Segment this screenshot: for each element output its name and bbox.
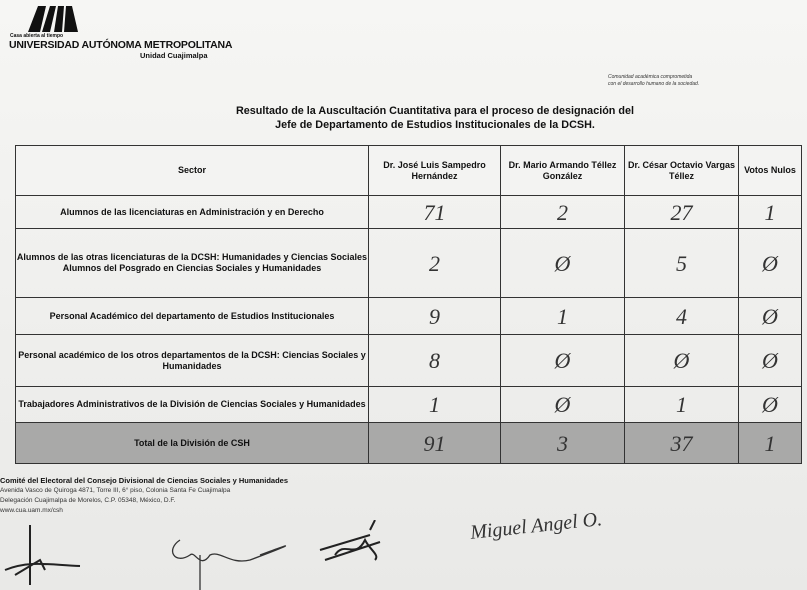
vote-count-cell: 1 bbox=[624, 386, 739, 423]
signatures-drawn bbox=[4, 520, 381, 590]
uam-logo bbox=[28, 6, 78, 32]
header-candidate-1: Dr. José Luis Sampedro Hernández bbox=[368, 145, 501, 196]
motto: Casa abierta al tiempo bbox=[10, 33, 64, 39]
signature-2 bbox=[171, 539, 286, 590]
footer: Comité del Electoral del Consejo Divisio… bbox=[0, 476, 288, 516]
table-row: Personal Académico del departamento de E… bbox=[15, 297, 802, 335]
signature-1 bbox=[4, 525, 81, 585]
total-row: Total de la División de CSH 91 3 37 1 bbox=[15, 422, 802, 464]
table-row: Personal académico de los otros departam… bbox=[15, 334, 802, 387]
vote-count-cell: 1 bbox=[738, 195, 802, 229]
vote-count-cell: 5 bbox=[624, 228, 739, 298]
results-table: Sector Dr. José Luis Sampedro Hernández … bbox=[15, 145, 802, 464]
vote-count-cell: 9 bbox=[368, 297, 501, 335]
vote-count-cell: 2 bbox=[368, 228, 501, 298]
vote-count-cell: Ø bbox=[624, 334, 739, 387]
table-row: Alumnos de las licenciaturas en Administ… bbox=[15, 195, 802, 229]
vote-count-cell: 4 bbox=[624, 297, 739, 335]
vote-count-cell: Ø bbox=[500, 228, 625, 298]
table-row: Trabajadores Administrativos de la Divis… bbox=[15, 386, 802, 423]
address-line: Avenida Vasco de Quiroga 4871, Torre III… bbox=[0, 487, 231, 494]
slogan-line: con el desarrollo humano de la sociedad. bbox=[608, 81, 700, 87]
total-count-cell: 37 bbox=[624, 422, 739, 464]
header-candidate-3: Dr. César Octavio Vargas Téllez bbox=[624, 145, 739, 196]
unit-name: Unidad Cuajimalpa bbox=[140, 51, 208, 60]
header-candidate-2: Dr. Mario Armando Téllez González bbox=[500, 145, 625, 196]
table-row: Alumnos de las otras licenciaturas de la… bbox=[15, 228, 802, 298]
signature-3 bbox=[319, 520, 381, 561]
total-count-cell: 3 bbox=[500, 422, 625, 464]
university-name: UNIVERSIDAD AUTÓNOMA METROPOLITANA bbox=[9, 39, 233, 51]
address-line: Delegación Cuajimalpa de Morelos, C.P. 0… bbox=[0, 497, 176, 504]
signature-4: Miguel Angel O. bbox=[469, 508, 604, 544]
vote-count-cell: 2 bbox=[500, 195, 625, 229]
slogan-line: Comunidad académica comprometida bbox=[608, 74, 693, 80]
sector-cell: Alumnos de las otras licenciaturas de la… bbox=[15, 228, 369, 298]
slogan: Comunidad académica comprometida con el d… bbox=[608, 74, 699, 88]
sector-cell: Personal académico de los otros departam… bbox=[15, 334, 369, 387]
vote-count-cell: 1 bbox=[368, 386, 501, 423]
vote-count-cell: 8 bbox=[368, 334, 501, 387]
total-count-cell: 91 bbox=[368, 422, 501, 464]
vote-count-cell: 1 bbox=[500, 297, 625, 335]
sector-cell: Alumnos de las licenciaturas en Administ… bbox=[15, 195, 369, 229]
committee: Comité del Electoral del Consejo Divisio… bbox=[0, 476, 289, 485]
total-count-cell: 1 bbox=[738, 422, 802, 464]
vote-count-cell: Ø bbox=[738, 297, 802, 335]
vote-count-cell: Ø bbox=[738, 386, 802, 423]
table-header: Sector Dr. José Luis Sampedro Hernández … bbox=[15, 145, 802, 196]
total-label: Total de la División de CSH bbox=[15, 422, 369, 464]
vote-count-cell: 27 bbox=[624, 195, 739, 229]
vote-count-cell: 71 bbox=[368, 195, 501, 229]
document-title: Resultado de la Auscultación Cuantitativ… bbox=[140, 104, 730, 132]
sector-cell: Personal Académico del departamento de E… bbox=[15, 297, 369, 335]
header-null-votes: Votos Nulos bbox=[738, 145, 802, 196]
title-line: Jefe de Departamento de Estudios Institu… bbox=[275, 119, 595, 131]
title-line: Resultado de la Auscultación Cuantitativ… bbox=[236, 105, 634, 117]
sector-cell: Trabajadores Administrativos de la Divis… bbox=[15, 386, 369, 423]
vote-count-cell: Ø bbox=[500, 334, 625, 387]
vote-count-cell: Ø bbox=[500, 386, 625, 423]
header-sector: Sector bbox=[15, 145, 369, 196]
website: www.cua.uam.mx/csh bbox=[0, 507, 63, 514]
vote-count-cell: Ø bbox=[738, 228, 802, 298]
vote-count-cell: Ø bbox=[738, 334, 802, 387]
